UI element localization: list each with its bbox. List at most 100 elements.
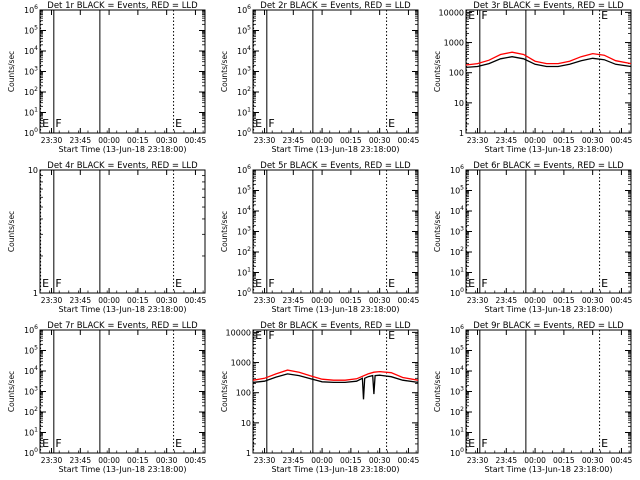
y-tick-label: 102 xyxy=(450,246,464,257)
y-axis-label: Counts/sec xyxy=(433,371,442,412)
plot-frame xyxy=(465,329,632,454)
panel-det9r: Det 9r BLACK = Events, RED = LLD 100 101 10… xyxy=(433,321,632,474)
x-axis-label: Start Time (13-Jun-18 23:18:00) xyxy=(59,145,187,154)
x-tick-label: 00:00 xyxy=(311,136,333,145)
x-tick-label: 00:15 xyxy=(553,136,575,145)
x-tick-label: 00:30 xyxy=(582,456,604,465)
x-tick-label: 00:15 xyxy=(127,456,149,465)
x-tick-label: 23:30 xyxy=(467,136,489,145)
y-tick-label: 100 xyxy=(237,287,251,298)
marker-label: F xyxy=(268,329,274,342)
x-tick-label: 00:30 xyxy=(369,136,391,145)
x-tick-label: 00:00 xyxy=(524,136,546,145)
x-tick-label: 00:00 xyxy=(98,296,120,305)
y-tick-label: 101 xyxy=(237,267,251,278)
plot-frame xyxy=(39,329,206,454)
x-axis-label: Start Time (13-Jun-18 23:18:00) xyxy=(272,145,400,154)
panel-det1r: Det 1r BLACK = Events, RED = LLD 100 101 10… xyxy=(7,1,206,154)
marker-label: E xyxy=(468,437,475,450)
marker-label: E xyxy=(175,437,182,450)
panel-title: Det 8r BLACK = Events, RED = LLD xyxy=(260,321,411,331)
y-tick-label: 10000 xyxy=(226,328,251,337)
marker-label: E xyxy=(42,117,49,130)
x-axis-label: Start Time (13-Jun-18 23:18:00) xyxy=(485,465,613,474)
x-tick-label: 00:15 xyxy=(127,136,149,145)
marker-label: F xyxy=(55,117,61,130)
y-tick-label: 103 xyxy=(237,226,251,237)
x-tick-label: 23:45 xyxy=(69,136,91,145)
series-line xyxy=(465,51,632,66)
x-axis-label: Start Time (13-Jun-18 23:18:00) xyxy=(485,305,613,314)
y-tick-label: 104 xyxy=(24,365,38,376)
x-tick-label: 23:30 xyxy=(41,296,63,305)
x-tick-label: 23:45 xyxy=(69,456,91,465)
y-tick-label: 1000 xyxy=(231,359,251,368)
x-tick-label: 00:00 xyxy=(311,456,333,465)
y-tick-label: 100 xyxy=(237,127,251,138)
marker-label: E xyxy=(255,277,262,290)
x-tick-label: 23:45 xyxy=(69,296,91,305)
x-tick-label: 00:15 xyxy=(340,296,362,305)
marker-label: E xyxy=(601,277,608,290)
y-tick-label: 1 xyxy=(33,289,38,298)
marker-label: F xyxy=(55,277,61,290)
x-tick-label: 23:30 xyxy=(254,136,276,145)
x-tick-label: 00:00 xyxy=(311,296,333,305)
y-tick-label: 104 xyxy=(237,45,251,56)
y-axis-label: Counts/sec xyxy=(433,51,442,92)
panel-title: Det 6r BLACK = Events, RED = LLD xyxy=(473,161,624,171)
x-tick-label: 00:15 xyxy=(127,296,149,305)
marker-label: E xyxy=(255,329,262,342)
y-tick-label: 10 xyxy=(28,166,38,175)
marker-label: F xyxy=(481,9,487,22)
marker-label: F xyxy=(268,277,274,290)
x-tick-label: 23:30 xyxy=(254,456,276,465)
y-tick-label: 104 xyxy=(24,45,38,56)
x-tick-label: 00:45 xyxy=(185,456,207,465)
marker-label: E xyxy=(388,277,395,290)
marker-label: E xyxy=(468,9,475,22)
y-tick-label: 100 xyxy=(236,389,251,398)
y-tick-label: 102 xyxy=(237,246,251,257)
y-tick-label: 102 xyxy=(24,86,38,97)
panel-title: Det 5r BLACK = Events, RED = LLD xyxy=(260,161,411,171)
x-tick-label: 00:30 xyxy=(582,136,604,145)
y-tick-label: 102 xyxy=(450,406,464,417)
x-tick-label: 23:30 xyxy=(467,296,489,305)
y-tick-label: 106 xyxy=(24,4,38,15)
x-tick-label: 00:00 xyxy=(524,456,546,465)
y-tick-label: 100 xyxy=(24,127,38,138)
x-tick-label: 00:30 xyxy=(369,456,391,465)
panel-det6r: Det 6r BLACK = Events, RED = LLD 100 101 10… xyxy=(433,161,632,314)
y-tick-label: 101 xyxy=(450,427,464,438)
y-tick-label: 106 xyxy=(237,164,251,175)
panel-det8r: Det 8r BLACK = Events, RED = LLD 1 10 100 10… xyxy=(220,321,419,474)
y-tick-label: 10 xyxy=(454,99,464,108)
x-tick-label: 23:30 xyxy=(467,456,489,465)
x-tick-label: 00:45 xyxy=(398,456,420,465)
y-tick-label: 100 xyxy=(450,287,464,298)
marker-label: E xyxy=(601,437,608,450)
panel-title: Det 2r BLACK = Events, RED = LLD xyxy=(260,1,411,11)
panel-det3r: Det 3r BLACK = Events, RED = LLD 1 10 100 10… xyxy=(433,1,632,154)
x-tick-label: 23:45 xyxy=(495,456,517,465)
y-axis-label: Counts/sec xyxy=(220,51,229,92)
y-tick-label: 101 xyxy=(237,107,251,118)
x-tick-label: 00:30 xyxy=(582,296,604,305)
y-tick-label: 101 xyxy=(450,267,464,278)
marker-label: E xyxy=(388,329,395,342)
x-tick-label: 00:45 xyxy=(611,456,633,465)
marker-label: E xyxy=(42,277,49,290)
x-tick-label: 00:45 xyxy=(611,136,633,145)
x-axis-label: Start Time (13-Jun-18 23:18:00) xyxy=(59,465,187,474)
y-tick-label: 106 xyxy=(450,164,464,175)
y-tick-label: 104 xyxy=(450,365,464,376)
panel-det5r: Det 5r BLACK = Events, RED = LLD 100 101 10… xyxy=(220,161,419,314)
series-line xyxy=(252,369,419,381)
panel-title: Det 3r BLACK = Events, RED = LLD xyxy=(473,1,624,11)
panel-title: Det 7r BLACK = Events, RED = LLD xyxy=(47,321,198,331)
x-tick-label: 00:00 xyxy=(98,456,120,465)
marker-label: F xyxy=(55,437,61,450)
x-tick-label: 00:15 xyxy=(553,456,575,465)
